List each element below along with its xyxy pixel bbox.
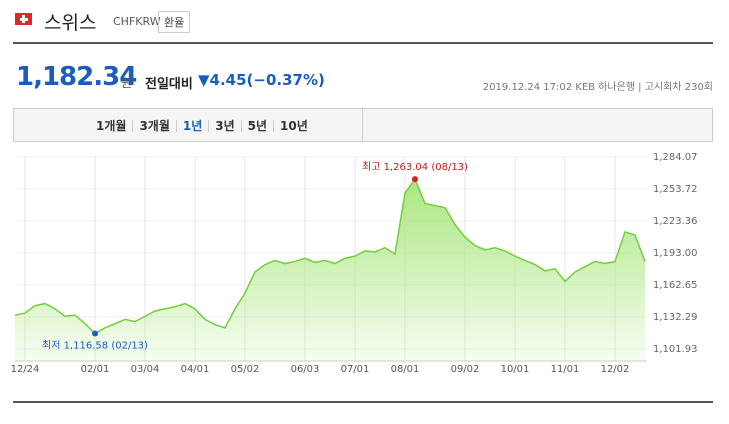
min-annotation: 최저 1,116.58 (02/13) xyxy=(42,340,148,352)
tab[interactable]: 5년 xyxy=(242,120,275,132)
area xyxy=(15,179,645,361)
y-tick-label: 1,223.36 xyxy=(653,216,698,227)
x-tick-label: 04/01 xyxy=(181,364,210,375)
x-tick-label: 11/01 xyxy=(551,364,580,375)
x-tick-label: 05/02 xyxy=(231,364,260,375)
round: 고시회차 230회 xyxy=(644,82,713,93)
x-tick-label: 08/01 xyxy=(391,364,420,375)
y-tick-label: 1,193.00 xyxy=(653,248,698,259)
y-tick-label: 1,284.07 xyxy=(653,152,698,163)
y-tick-label: 1,253.72 xyxy=(653,184,698,195)
line xyxy=(14,177,646,335)
tab-bar: 1개월 3개월 1년 3년 5년 10년 xyxy=(13,108,713,142)
change-label: 전일대비 xyxy=(145,77,193,92)
y-tick-label: 1,162.65 xyxy=(653,280,698,291)
change: ▼4.45(−0.37%) xyxy=(198,71,325,89)
currency-code: CHFKRW xyxy=(113,15,161,28)
tab[interactable]: 10년 xyxy=(280,119,308,133)
bank: KEB 하나은행 xyxy=(575,82,635,93)
x-tick-label: 12/24 xyxy=(11,364,40,375)
tab[interactable]: 1개월 xyxy=(90,120,134,132)
max-marker xyxy=(412,176,418,183)
tab[interactable]: 3년 xyxy=(209,120,242,132)
y-tick-label: 1,101.93 xyxy=(653,344,698,355)
currency-name: 스위스 xyxy=(44,12,97,34)
divider xyxy=(13,42,713,44)
unit: 원 xyxy=(121,76,133,90)
divider xyxy=(13,401,713,403)
x-tick-label: 06/03 xyxy=(291,364,320,375)
x-tick-label: 02/01 xyxy=(81,364,110,375)
x-tick-label: 09/02 xyxy=(451,364,480,375)
y-tick-label: 1,132.29 xyxy=(653,312,698,323)
x-tick-label: 12/02 xyxy=(601,364,630,375)
min-marker xyxy=(92,330,98,337)
datetime: 2019.12.24 17:02 xyxy=(482,82,573,93)
tab[interactable]: 1년 xyxy=(177,120,210,132)
chart: 1,101.93 1,132.29 1,162.65 1,193.00 1,223.36… xyxy=(11,152,698,375)
flag xyxy=(15,13,32,25)
x-tick-label: 10/01 xyxy=(501,364,530,375)
price: 1,182.34 xyxy=(16,62,137,92)
tab[interactable]: 3개월 xyxy=(133,120,177,132)
x-tick-label: 07/01 xyxy=(341,364,370,375)
rate-button[interactable]: 환율 xyxy=(158,11,191,33)
x-tick-label: 03/04 xyxy=(131,364,160,375)
max-annotation: 최고 1,263.04 (08/13) xyxy=(362,161,468,173)
meta: 2019.12.24 17:02 KEB 하나은행 | 고시회차 230회 xyxy=(482,82,713,93)
